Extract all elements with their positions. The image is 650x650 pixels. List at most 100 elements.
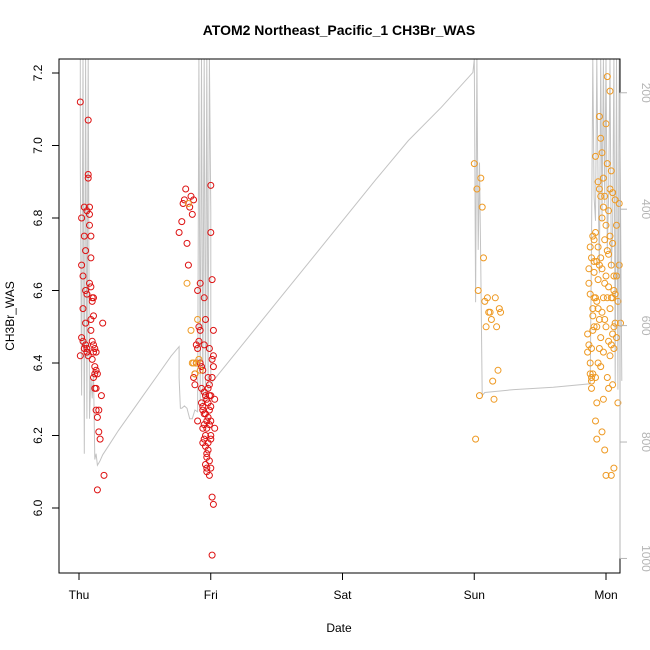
data-point <box>194 345 202 352</box>
data-point <box>610 345 618 352</box>
y-tick-label: 6.6 <box>31 282 45 299</box>
data-point <box>605 384 613 392</box>
data-point <box>472 435 480 443</box>
y2-tick-label: 600 <box>639 316 650 336</box>
data-point <box>178 218 186 226</box>
x-tick-label: Fri <box>204 588 218 602</box>
data-point <box>82 319 90 327</box>
data-point <box>611 319 619 327</box>
data-point <box>586 243 594 251</box>
data-point <box>609 239 617 247</box>
data-point <box>87 232 95 240</box>
data-point <box>202 461 209 468</box>
data-point <box>602 272 610 280</box>
data-point <box>183 279 191 287</box>
data-point <box>610 272 618 280</box>
y-tick-label: 6.8 <box>31 209 45 226</box>
data-point <box>208 374 216 381</box>
data-point <box>90 294 97 302</box>
data-point <box>93 486 101 494</box>
pressure-trace-layer <box>79 58 623 467</box>
y-axis-label: CH3Br_WAS <box>3 281 17 351</box>
data-point <box>584 348 592 356</box>
data-point <box>83 290 91 298</box>
data-point <box>594 305 602 313</box>
data-point <box>82 341 90 349</box>
data-point <box>78 214 86 222</box>
data-point <box>599 294 607 302</box>
data-point <box>78 334 86 342</box>
data-point <box>597 192 605 200</box>
data-point <box>209 352 217 360</box>
data-point <box>597 363 605 371</box>
x-tick-label: Mon <box>594 588 617 602</box>
data-point <box>615 200 623 207</box>
chart-title: ATOM2 Northeast_Pacific_1 CH3Br_WAS <box>203 22 476 38</box>
data-point <box>601 316 609 323</box>
data-point <box>497 308 505 316</box>
data-point <box>482 323 490 331</box>
data-point <box>207 229 215 236</box>
data-point <box>88 355 96 363</box>
data-point <box>490 395 498 403</box>
data-point <box>203 464 211 472</box>
data-point <box>207 435 215 443</box>
data-point <box>607 471 615 479</box>
data-point <box>605 283 613 291</box>
data-point <box>204 384 212 392</box>
data-point <box>606 87 614 95</box>
data-point <box>198 399 205 407</box>
data-point <box>91 363 99 371</box>
data-point <box>207 417 215 425</box>
data-point <box>191 370 199 378</box>
data-point <box>196 366 204 374</box>
data-point <box>598 428 606 436</box>
data-point <box>207 464 215 472</box>
data-point <box>180 196 188 204</box>
data-point <box>90 341 97 349</box>
data-point <box>605 207 613 215</box>
data-point <box>603 247 611 255</box>
data-point <box>610 287 618 294</box>
data-point <box>205 345 213 352</box>
data-point <box>207 403 215 410</box>
data-point <box>199 424 207 432</box>
data-point <box>195 323 203 331</box>
data-point <box>92 366 100 374</box>
y2-tick-label: 200 <box>639 83 650 103</box>
data-point <box>200 435 208 443</box>
data-point <box>494 366 502 374</box>
data-point <box>205 457 213 465</box>
data-point <box>601 236 609 244</box>
data-point <box>592 152 599 160</box>
data-point <box>204 374 212 381</box>
data-point <box>586 359 594 367</box>
data-point <box>585 279 593 287</box>
pressure-trace-line <box>79 58 623 467</box>
data-point <box>602 323 610 331</box>
y2-tick-label: 1000 <box>639 545 650 572</box>
data-point <box>90 348 97 356</box>
data-point <box>614 297 622 305</box>
y-tick-label: 6.4 <box>31 354 45 371</box>
data-point <box>487 316 495 323</box>
data-point <box>93 370 101 378</box>
data-point <box>200 341 208 349</box>
data-point <box>88 337 96 345</box>
data-point <box>592 374 599 381</box>
data-point <box>187 326 195 334</box>
data-point <box>590 258 598 265</box>
data-point <box>190 196 198 204</box>
data-point <box>589 305 597 313</box>
data-point <box>598 308 606 316</box>
data-point <box>611 290 619 298</box>
data-point <box>495 305 503 313</box>
data-point <box>601 446 609 454</box>
data-point <box>79 305 87 313</box>
data-point <box>610 464 618 472</box>
data-point <box>601 192 609 200</box>
data-point <box>493 323 501 331</box>
data-point <box>594 243 602 251</box>
data-point <box>76 352 84 360</box>
